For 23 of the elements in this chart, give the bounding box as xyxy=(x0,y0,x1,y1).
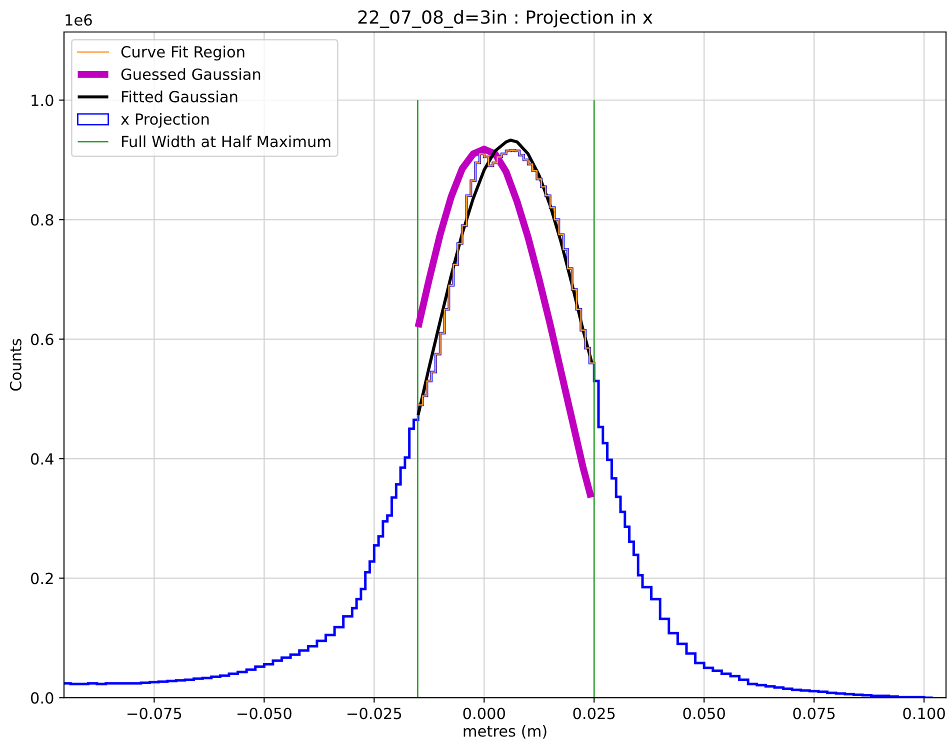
x-tick-label: −0.025 xyxy=(347,708,402,720)
x-tick-label: 0.000 xyxy=(463,708,505,720)
legend-label: Full Width at Half Maximum xyxy=(122,135,330,148)
x-tick-label: 0.100 xyxy=(903,708,945,720)
legend-label: Guessed Gaussian xyxy=(121,68,260,80)
y-tick-label: 0.6 xyxy=(30,334,54,346)
y-tick-label: 0.8 xyxy=(30,214,54,226)
y-tick-label: 0.0 xyxy=(30,692,54,704)
text: 1e6 xyxy=(66,14,92,26)
x-tick-label: 0.075 xyxy=(793,708,835,720)
y-tick-label: 0.2 xyxy=(30,572,53,584)
legend-label: x Projection xyxy=(120,113,209,128)
x-tick-label: −0.075 xyxy=(128,708,182,720)
x-tick-label: −0.050 xyxy=(238,708,292,720)
x-axis-title: metres (m) xyxy=(464,725,546,739)
legend-label: Curve Fit Region xyxy=(121,46,244,61)
legend-label: Fitted Gaussian xyxy=(122,90,238,102)
y-tick-label: 1.0 xyxy=(32,94,54,106)
chart-title: 22_07_08_d=3in : Projection in x xyxy=(358,10,652,28)
x-tick-label: 0.025 xyxy=(573,708,615,720)
y-tick-label: 0.4 xyxy=(30,453,54,465)
y-axis-title: Counts xyxy=(10,338,22,391)
x-tick-label: 0.050 xyxy=(683,708,725,720)
